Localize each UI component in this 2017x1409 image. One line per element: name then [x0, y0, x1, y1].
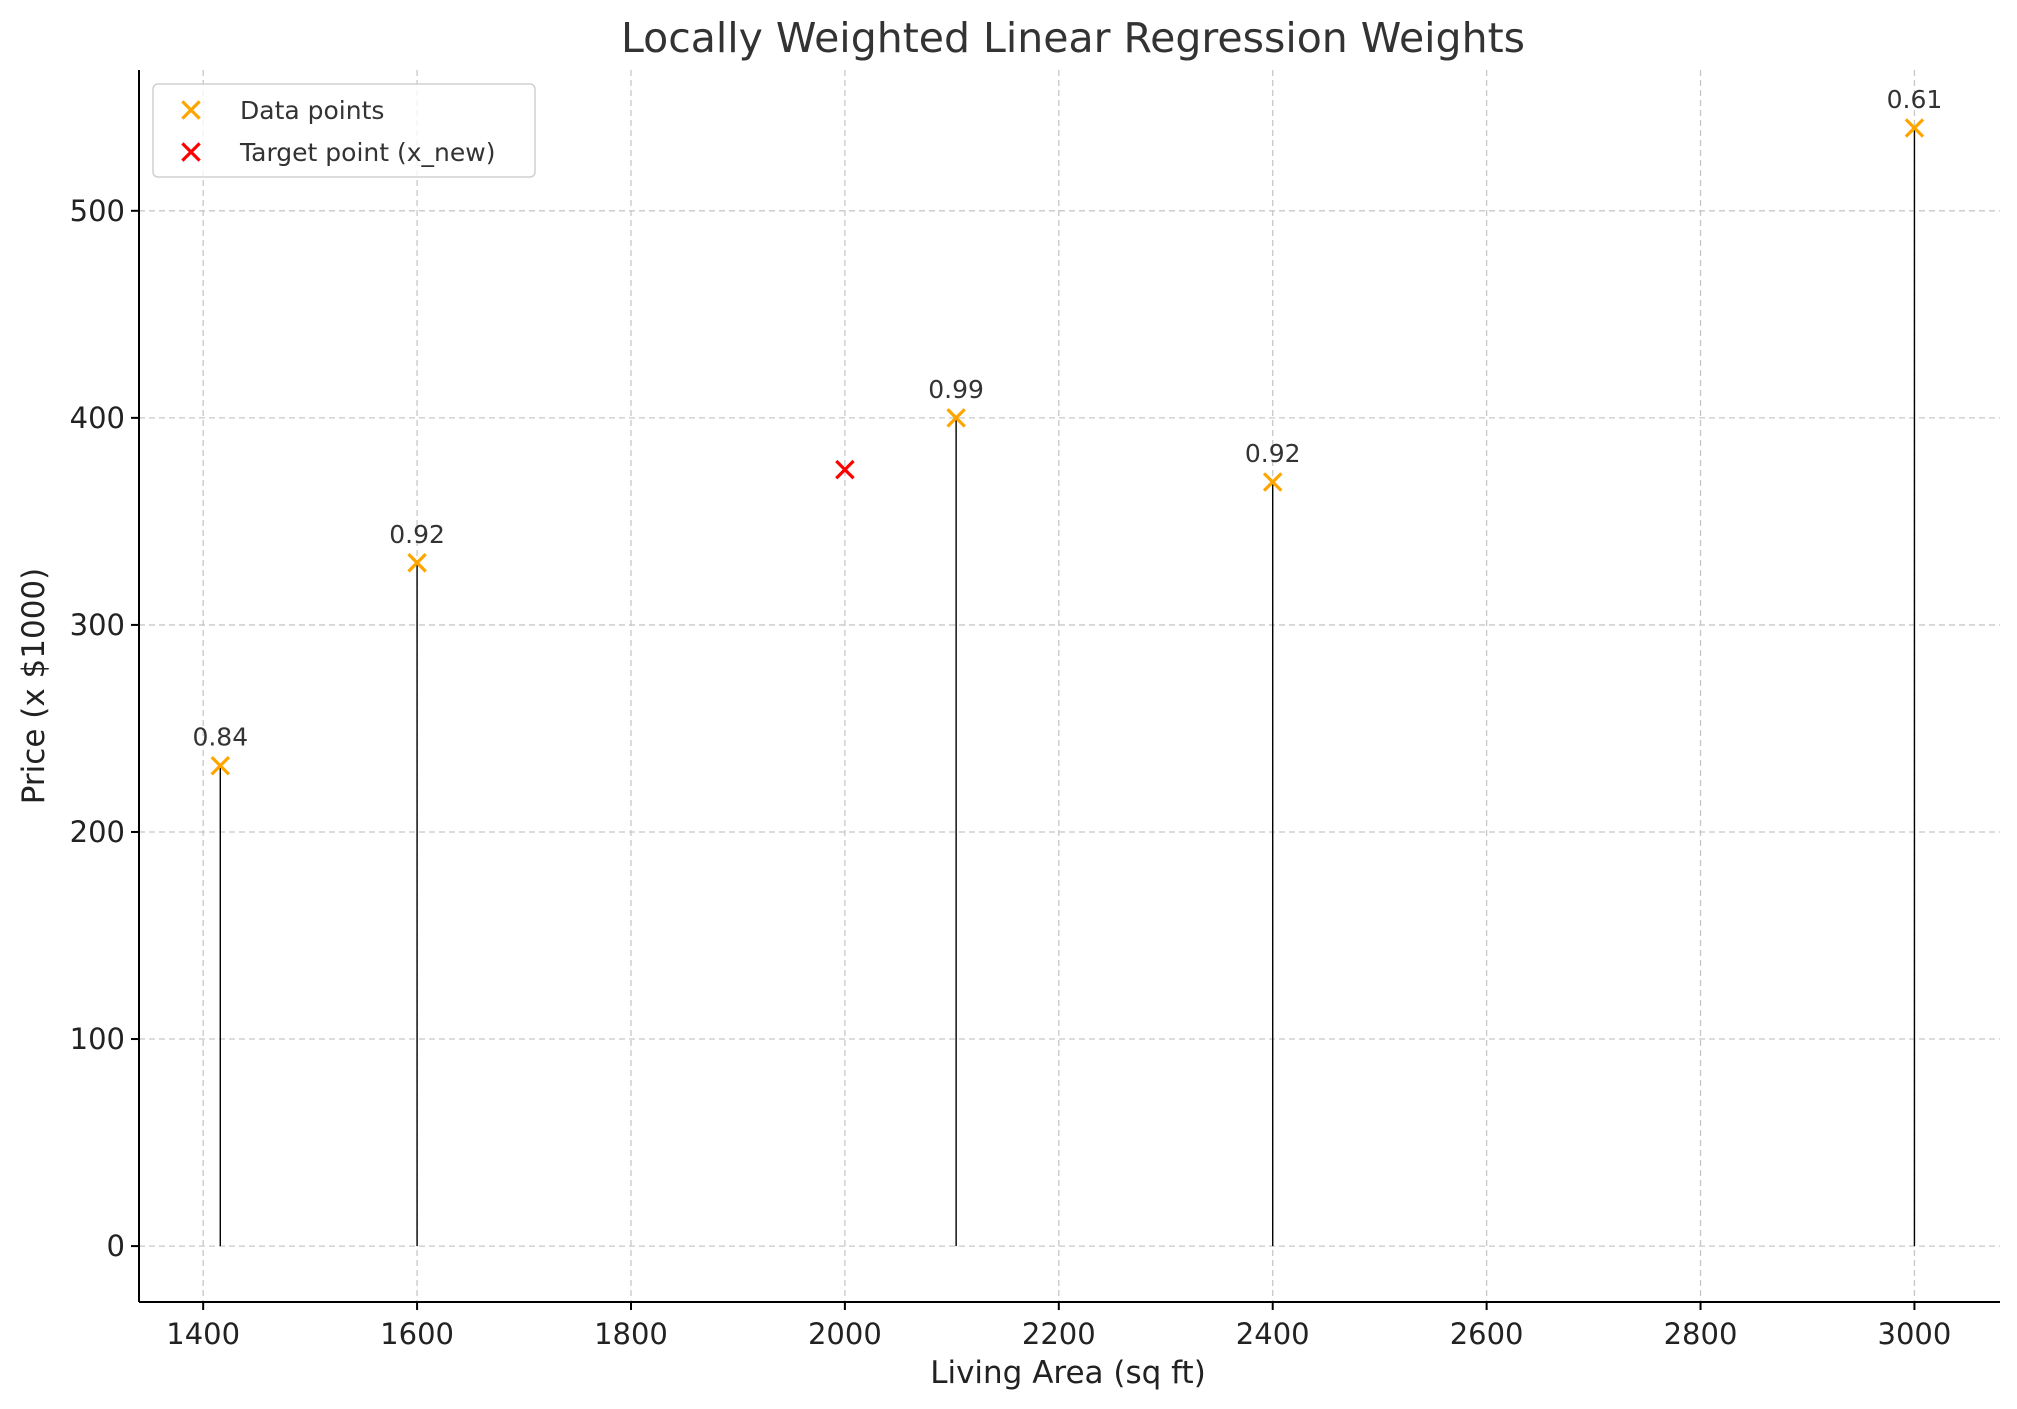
weight-label: 0.61: [1887, 85, 1943, 114]
x-tick-label: 1400: [166, 1317, 240, 1351]
y-tick-label: 400: [70, 401, 125, 435]
chart-title: Locally Weighted Linear Regression Weigh…: [621, 14, 1525, 62]
x-tick-label: 2400: [1236, 1317, 1310, 1351]
y-tick-label: 500: [70, 194, 125, 228]
weight-stems: [219, 127, 1916, 1247]
data-point-marker: [407, 553, 427, 573]
legend-target-point-icon: [181, 142, 201, 162]
legend-box: [152, 83, 536, 178]
x-tick-label: 3000: [1878, 1317, 1952, 1351]
x-axis-ticks: 1400 1600 1800 2000 2200 2400 2600 2800 3000: [166, 1302, 1951, 1351]
y-axis-label: Price (x $1000): [16, 568, 52, 804]
weight-label: 0.92: [389, 520, 445, 549]
data-point-marker: [946, 408, 966, 428]
grid: [139, 70, 2000, 1302]
x-tick-label: 2600: [1450, 1317, 1524, 1351]
weight-label: 0.92: [1245, 439, 1301, 468]
legend: Data points Target point (x_new): [152, 83, 536, 178]
y-tick-label: 300: [70, 608, 125, 642]
legend-entry-label: Target point (x_new): [239, 138, 495, 167]
x-tick-label: 2200: [1022, 1317, 1096, 1351]
data-point-marker: [1904, 118, 1925, 138]
data-point-marker: [210, 755, 231, 776]
legend-data-points-icon: [181, 100, 201, 120]
weight-label: 0.99: [928, 375, 984, 404]
y-tick-label: 200: [70, 815, 125, 849]
data-point-marker: [1262, 472, 1283, 492]
y-axis-ticks: 0 100 200 300 400 500: [70, 194, 139, 1263]
axes: [138, 70, 2000, 1303]
x-tick-label: 2800: [1664, 1317, 1738, 1351]
x-axis-label: Living Area (sq ft): [930, 1355, 1206, 1391]
x-tick-label: 2000: [808, 1317, 882, 1351]
weight-label: 0.84: [192, 723, 248, 752]
x-tick-label: 1800: [594, 1317, 668, 1351]
y-tick-label: 0: [107, 1229, 125, 1263]
legend-entry-label: Data points: [240, 96, 384, 125]
markers: [210, 118, 1925, 776]
weight-labels: 0.84 0.92 0.99 0.92 0.61: [192, 85, 1942, 752]
y-tick-label: 100: [70, 1022, 125, 1056]
x-tick-label: 1600: [380, 1317, 454, 1351]
target-point-marker: [835, 459, 855, 480]
